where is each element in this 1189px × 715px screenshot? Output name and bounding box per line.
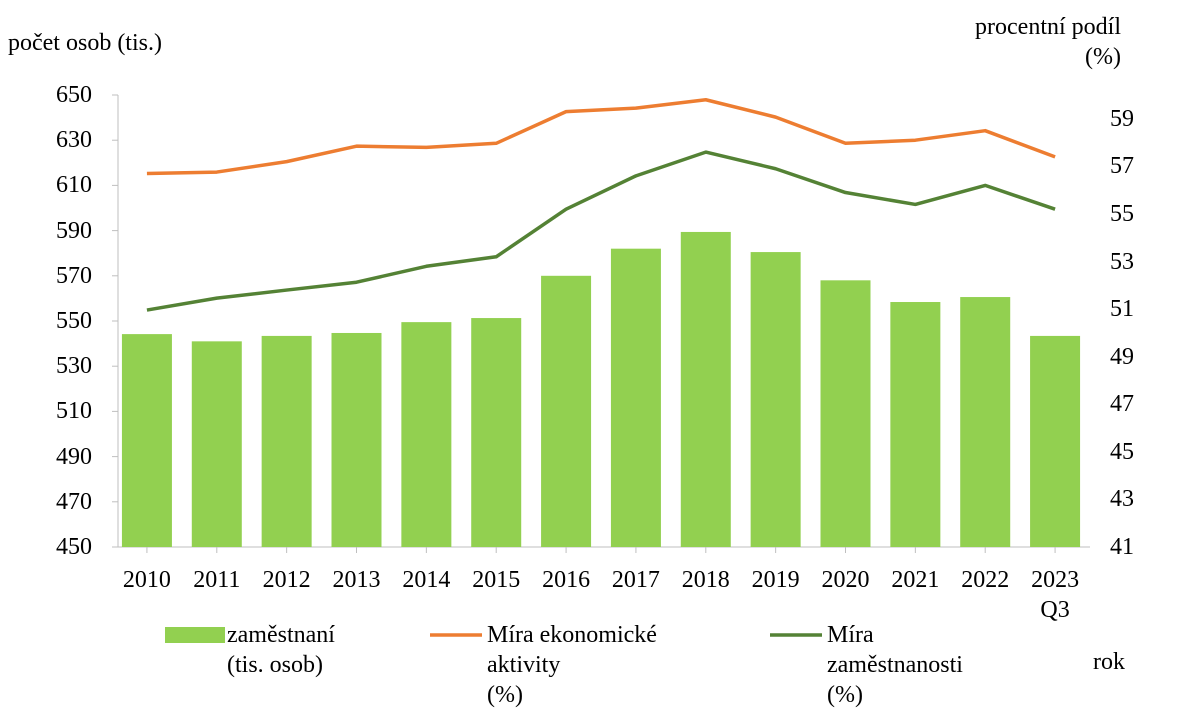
x-tick-label: 2012 [262, 567, 311, 593]
y-tick-label: 530 [56, 353, 92, 380]
legend-label: Míra zaměstnanosti (%) [827, 622, 963, 708]
y-tick-label: 570 [56, 262, 92, 289]
y-tick-label: 550 [56, 308, 92, 334]
bar [331, 332, 382, 547]
x-tick-label: 2011 [193, 567, 241, 593]
x-tick-label: 2017 [611, 567, 660, 593]
y-axis-label: počet osob (tis.) [8, 30, 162, 56]
y-tick-label: 450 [56, 534, 92, 560]
bar [191, 341, 242, 547]
x-axis-label: rok [1093, 649, 1125, 675]
line [146, 150, 1056, 312]
y-tick-label: 650 [56, 82, 92, 108]
x-tick-label: 2022 [961, 567, 1010, 593]
y-tick-label: 510 [56, 398, 92, 425]
y2-tick-label: 59 [1110, 105, 1134, 132]
bar [541, 275, 592, 547]
y2-tick-label: 41 [1110, 534, 1134, 560]
y-tick-label: 610 [56, 172, 92, 199]
bar [261, 335, 312, 547]
y-tick-label: 470 [56, 488, 92, 515]
x-tick-label: 2019 [751, 567, 800, 593]
legend-label: Míra ekonomické aktivity (%) [487, 622, 657, 708]
legend-swatch [165, 627, 225, 643]
y2-tick-label: 43 [1110, 486, 1134, 513]
bar [401, 322, 452, 547]
bar [121, 334, 172, 547]
x-tick-label: 2021 [891, 567, 940, 593]
bar [750, 252, 801, 547]
bar [890, 302, 941, 547]
x-tick-label: 2020 [821, 567, 870, 593]
x-tick-label: 2013 [332, 567, 381, 593]
y2-tick-label: 47 [1110, 391, 1134, 418]
line [146, 98, 1056, 176]
x-tick-label: 2018 [681, 567, 730, 593]
y2-tick-label: 55 [1110, 200, 1134, 227]
y-tick-label: 630 [56, 127, 92, 154]
x-tick-label: 2023 Q3 [1031, 567, 1080, 623]
y-tick-label: 590 [56, 217, 92, 244]
y2-axis-label: procentní podíl (%) [975, 14, 1121, 70]
bar [680, 231, 731, 547]
x-tick-label: 2015 [472, 567, 521, 593]
bar [1030, 335, 1081, 547]
legend-label: zaměstnaní (tis. osob) [227, 622, 335, 678]
y-tick-label: 490 [56, 443, 92, 470]
x-tick-label: 2016 [542, 567, 591, 593]
x-tick-label: 2014 [402, 567, 451, 593]
y2-tick-label: 53 [1110, 248, 1134, 275]
y2-tick-label: 45 [1110, 438, 1134, 465]
y2-tick-label: 51 [1110, 296, 1134, 323]
y2-tick-label: 49 [1110, 343, 1134, 370]
bar [960, 297, 1011, 547]
bar [820, 280, 871, 547]
y2-tick-label: 57 [1110, 153, 1134, 180]
x-tick-label: 2010 [122, 567, 171, 593]
bar [471, 318, 522, 547]
bar [610, 248, 661, 547]
